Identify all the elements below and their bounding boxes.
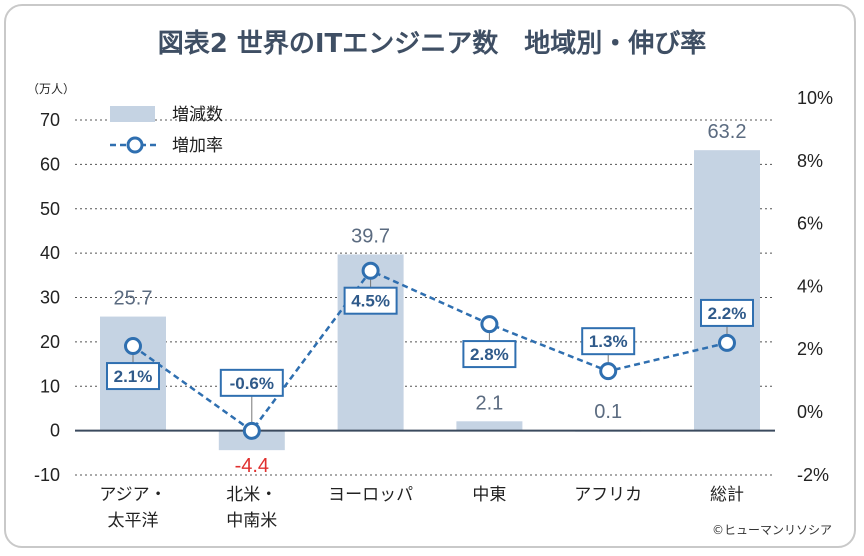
rate-point <box>480 315 499 334</box>
rate-point <box>124 337 142 356</box>
credit: ©ヒューマンリソシア <box>712 523 832 537</box>
rate-label: 2.8% <box>470 345 509 364</box>
right-tick-label: -2% <box>797 465 829 485</box>
left-tick-label: 50 <box>40 199 60 219</box>
category-label: ヨーロッパ <box>328 485 413 505</box>
rate-point <box>599 362 618 381</box>
left-tick-label: 20 <box>40 332 60 352</box>
legend-line-marker <box>126 136 144 154</box>
category-labels: アジア・太平洋 北米・中南米 ヨーロッパ 中東 アフリカ 総計 <box>99 485 744 531</box>
rate-label-box <box>700 298 754 327</box>
category-label: 北米・ <box>226 485 277 505</box>
left-tick-label: 40 <box>40 243 60 263</box>
bar-value-label: 25.7 <box>114 288 153 310</box>
bar-value-label: 63.2 <box>708 121 747 143</box>
value-labels: 25.7 -4.4 39.7 2.1 0.1 63.2 <box>114 121 747 477</box>
category-label: 太平洋 <box>108 511 159 531</box>
right-tick-label: 6% <box>797 214 823 234</box>
rate-label: 2.1% <box>114 367 153 386</box>
rate-point <box>718 333 736 352</box>
legend-line-label: 増加率 <box>172 136 223 156</box>
rate-polyline <box>132 269 728 433</box>
left-tick-label: 0 <box>50 421 60 441</box>
rate-label: 4.5% <box>351 292 390 311</box>
bar <box>456 421 523 431</box>
left-axis-unit: （万人） <box>27 82 75 96</box>
category-label: 中南米 <box>226 511 277 531</box>
rate-line: 2.1% -0.6% 4.5% 2.8% 1.3% 2.2% <box>106 261 754 440</box>
bars <box>100 150 760 451</box>
bar <box>218 430 285 451</box>
right-tick-label: 2% <box>797 339 823 359</box>
left-tick-label: 60 <box>40 154 60 174</box>
bar-value-label: 2.1 <box>475 392 503 414</box>
rate-label-box <box>462 340 517 369</box>
bar-value-label: 39.7 <box>351 225 390 247</box>
category-label: 総計 <box>710 485 744 505</box>
rate-label-box <box>219 368 284 397</box>
rate-label: 2.2% <box>708 304 747 323</box>
right-ticks: -2% 0% 2% 4% 6% 8% 10% <box>797 88 833 485</box>
rate-label-box <box>106 362 160 391</box>
right-tick-label: 8% <box>797 151 823 171</box>
left-tick-label: 10 <box>40 376 60 396</box>
rate-label: 1.3% <box>589 332 628 351</box>
left-tick-label: -10 <box>34 465 60 485</box>
rate-point <box>361 261 380 280</box>
left-ticks: -10 0 10 20 30 40 50 60 70 <box>34 110 60 485</box>
legend-bar-label: 増減数 <box>172 105 223 125</box>
left-tick-label: 30 <box>40 288 60 308</box>
rate-label-box <box>581 327 636 356</box>
category-label: アフリカ <box>574 485 642 505</box>
right-tick-label: 10% <box>797 88 833 108</box>
rate-point <box>242 421 261 440</box>
bar-value-label: 0.1 <box>594 401 622 423</box>
right-tick-label: 0% <box>797 402 823 422</box>
bar <box>694 150 760 431</box>
legend: 増減数 増加率 <box>110 105 223 156</box>
chart-title: 図表2 世界のITエンジニア数 地域別・伸び率 <box>158 28 707 59</box>
category-label: 中東 <box>472 485 506 505</box>
gridlines <box>75 119 775 476</box>
right-tick-label: 4% <box>797 276 823 296</box>
rate-label: -0.6% <box>230 374 274 393</box>
left-tick-label: 70 <box>40 110 60 130</box>
legend-bar-swatch <box>110 106 155 122</box>
bar-value-label: -4.4 <box>235 455 269 477</box>
category-label: アジア・ <box>99 485 166 505</box>
rate-label-box <box>343 286 398 315</box>
